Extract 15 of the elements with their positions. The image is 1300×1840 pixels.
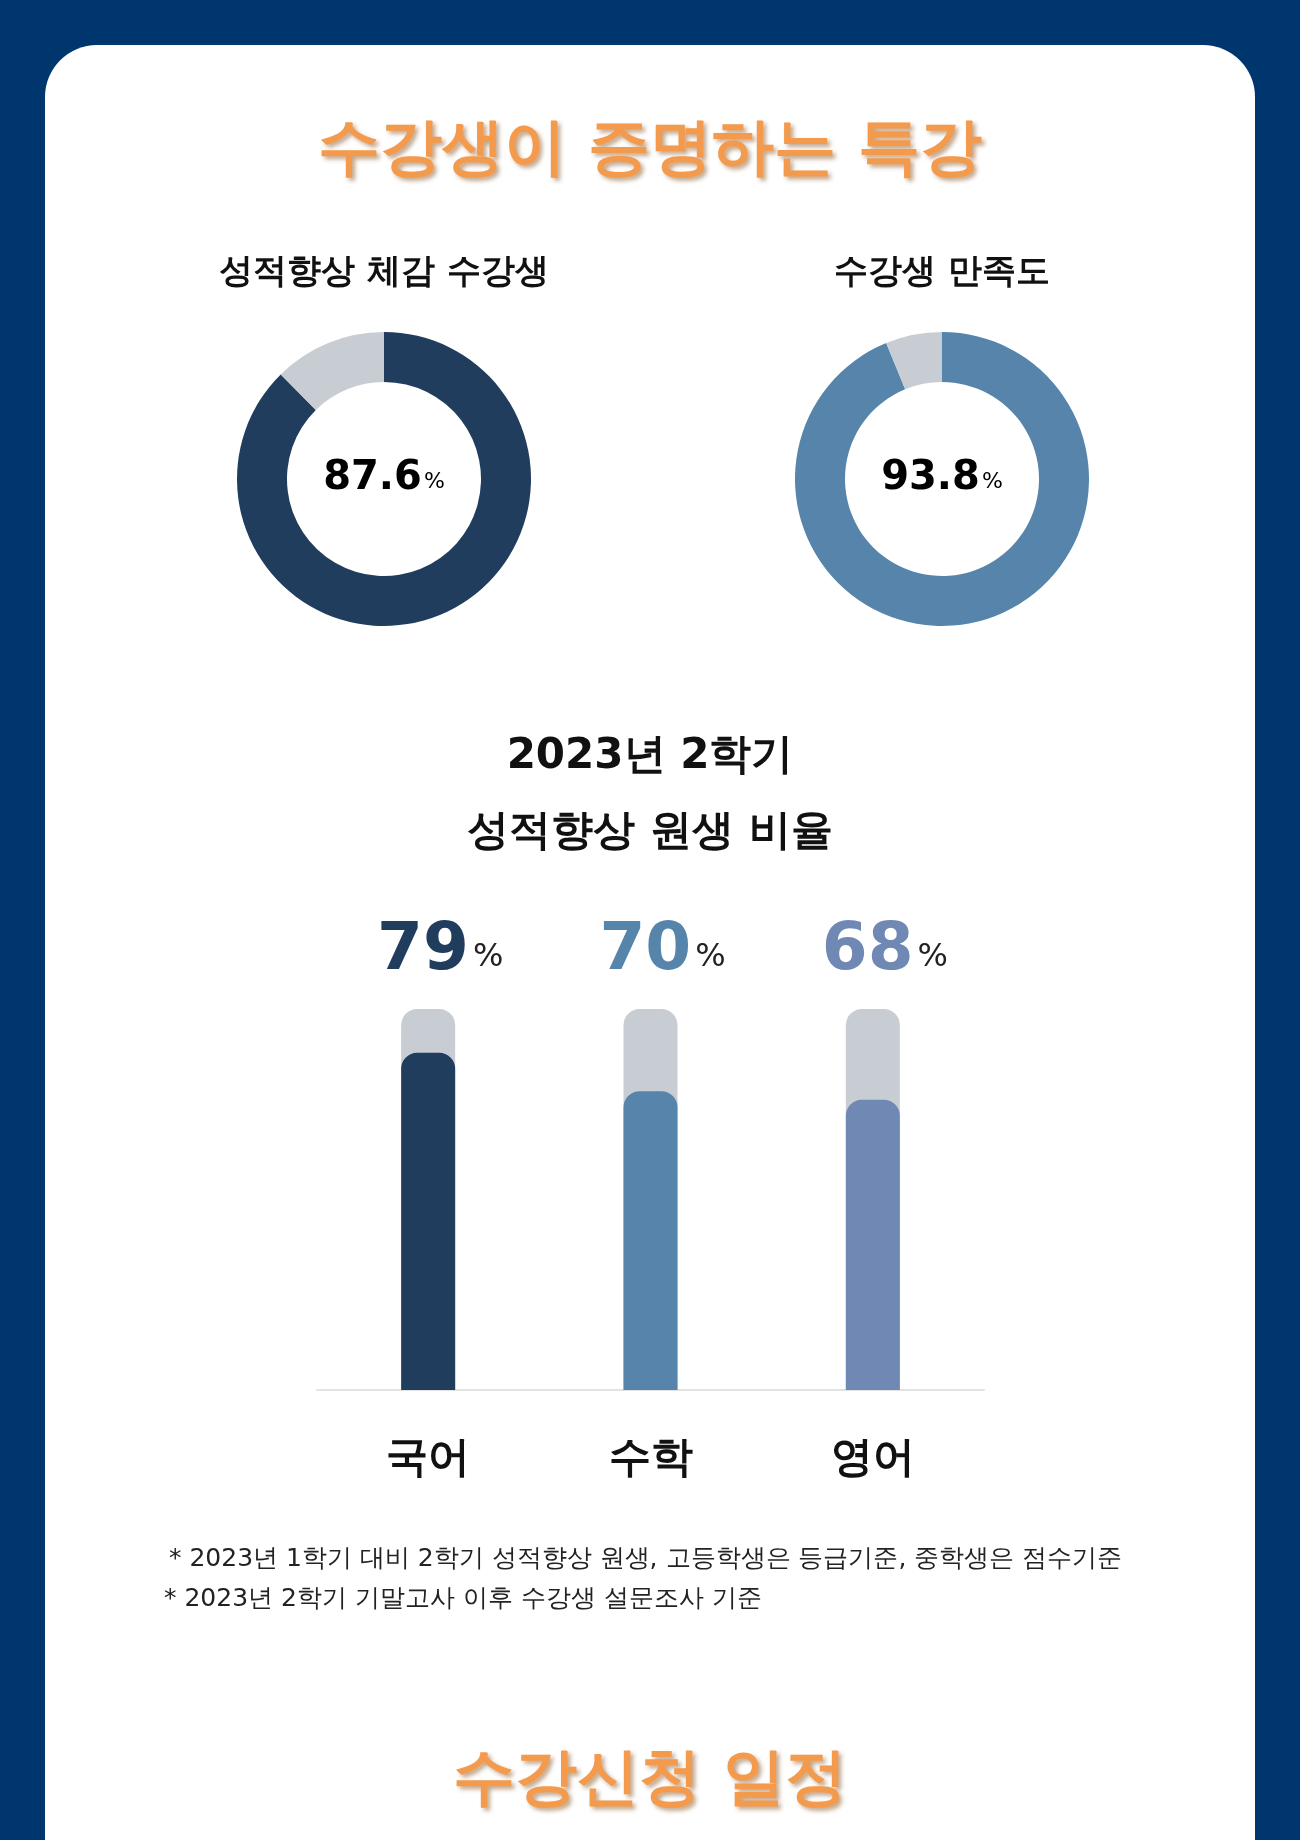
data-label: 87.6% [323,452,445,498]
chart-title: 수강생 만족도 [834,250,1050,290]
x-tick-label: 국어 [386,1431,471,1481]
text: * 2023년 1학기 대비 2학기 성적향상 원생, 고등학생은 등급기준, 중학생은 점수기준 [169,1543,1123,1572]
data-label: 79% [377,907,504,985]
x-tick-label: 영어 [830,1431,915,1481]
chart-title: 2023년 2학기 성적향상 원생 비율 [467,728,833,854]
text: * 2023년 2학기 기말고사 이후 수강생 설문조사 기준 [164,1583,762,1612]
data-label: 70% [599,907,726,985]
text: 수강생이 증명하는 특강 [317,109,983,185]
x-tick-label: 수학 [608,1431,693,1481]
data-label: 68% [821,907,948,985]
data-label: 93.8% [881,452,1003,498]
chart-title: 성적향상 체감 수강생 [219,250,549,290]
text: 수강신청 일정 [452,1739,848,1815]
